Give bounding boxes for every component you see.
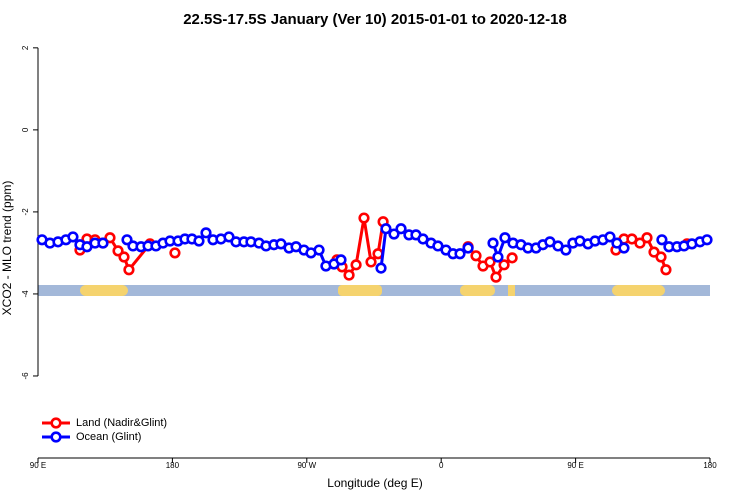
point [655, 251, 667, 263]
chart-title: 22.5S-17.5S January (Ver 10) 2015-01-01 … [183, 11, 567, 28]
point [506, 252, 518, 264]
point [484, 256, 496, 268]
point [560, 244, 572, 256]
legend-label: Ocean (Glint) [76, 431, 141, 443]
point [395, 223, 407, 235]
point [656, 234, 668, 246]
point [618, 242, 630, 254]
point [123, 264, 135, 276]
x-tick-label: 180 [703, 461, 717, 470]
point [454, 248, 466, 260]
point [487, 237, 499, 249]
point [498, 259, 510, 271]
point [634, 237, 646, 249]
point [490, 271, 502, 283]
point [343, 269, 355, 281]
point [701, 234, 713, 246]
x-tick-label: 0 [439, 461, 444, 470]
point [335, 254, 347, 266]
x-tick-label: 180 [166, 461, 180, 470]
point [104, 232, 116, 244]
point [375, 262, 387, 274]
point [641, 232, 653, 244]
x-tick-label: 90 W [297, 461, 316, 470]
legend-marker [50, 431, 62, 443]
legend-label: Land (Nadir&Glint) [76, 417, 167, 429]
point [193, 235, 205, 247]
y-tick-label: -4 [21, 290, 30, 298]
point [604, 231, 616, 243]
y-axis-label: XCO2 - MLO trend (ppm) [0, 181, 14, 316]
point [499, 232, 511, 244]
surface-strip [38, 285, 710, 296]
y-tick-label: 2 [21, 45, 30, 50]
y-tick-label: 0 [21, 127, 30, 132]
point [462, 242, 474, 254]
y-tick-label: -2 [21, 208, 30, 216]
point [97, 237, 109, 249]
y-tick-label: -6 [21, 372, 30, 380]
point [200, 227, 212, 239]
point [611, 237, 623, 249]
point [388, 228, 400, 240]
point [313, 244, 325, 256]
point [67, 231, 79, 243]
point [470, 250, 482, 262]
legend-marker [50, 417, 62, 429]
x-tick-label: 90 E [30, 461, 46, 470]
point [223, 231, 235, 243]
point [492, 251, 504, 263]
point [118, 251, 130, 263]
point [350, 259, 362, 271]
point [380, 223, 392, 235]
x-axis-label: Longitude (deg E) [327, 476, 422, 490]
point [365, 256, 377, 268]
x-tick-label: 90 E [567, 461, 583, 470]
point [648, 246, 660, 258]
point [169, 247, 181, 259]
point [660, 264, 672, 276]
point [358, 212, 370, 224]
